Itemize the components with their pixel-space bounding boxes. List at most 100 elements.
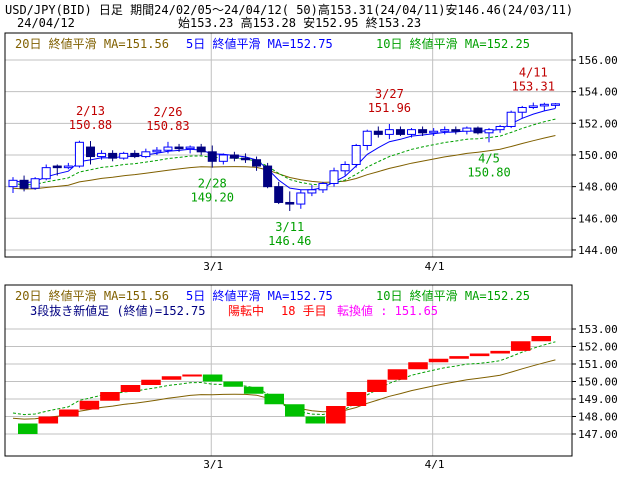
lower-y-tick-label: 150.00 bbox=[578, 376, 618, 389]
candle-body bbox=[130, 152, 140, 158]
lower-legend-item: 5日 終値平滑 MA=152.75 bbox=[186, 288, 333, 303]
candle-body bbox=[8, 179, 18, 188]
lower-legend-item: 20日 終値平滑 MA=151.56 bbox=[15, 288, 169, 303]
candle-body bbox=[506, 111, 516, 127]
candle-body bbox=[285, 201, 295, 205]
break-brick bbox=[38, 416, 59, 424]
break-brick bbox=[305, 416, 326, 424]
candle-body bbox=[263, 165, 273, 188]
break-brick bbox=[59, 409, 79, 417]
upper-legend: 20日 終値平滑 MA=151.56 5日 終値平滑 MA=152.75 10日 終… bbox=[15, 36, 530, 51]
lower-grid bbox=[5, 285, 572, 456]
candle-body bbox=[229, 154, 239, 159]
candle-body bbox=[52, 165, 62, 169]
annotation-date: 3/27 bbox=[375, 87, 404, 101]
candle-body bbox=[74, 141, 84, 167]
lower-ma20-line bbox=[12, 359, 556, 420]
candle-body bbox=[152, 149, 162, 153]
upper-legend-item: 10日 終値平滑 MA=152.25 bbox=[376, 36, 530, 51]
break-brick bbox=[428, 358, 449, 363]
annotation-date: 4/5 bbox=[478, 151, 500, 165]
candle-body bbox=[296, 192, 306, 205]
candlestick-panel: 20日 終値平滑 MA=151.56 5日 終値平滑 MA=152.75 10日 終… bbox=[4, 32, 618, 273]
candle-body bbox=[318, 182, 328, 191]
candle-body bbox=[484, 129, 494, 134]
lower-y-tick-label: 152.00 bbox=[578, 341, 618, 354]
candle-body bbox=[97, 152, 107, 158]
lower-x-tick-label: 3/1 bbox=[203, 458, 223, 471]
lower-legend-item: 10日 終値平滑 MA=152.25 bbox=[376, 288, 530, 303]
break-brick bbox=[79, 400, 100, 410]
candle-body bbox=[462, 127, 472, 132]
candle-body bbox=[362, 130, 372, 146]
lower-info-item: 3段抜き新値足 (終値)=152.75 bbox=[30, 303, 205, 318]
break-brick bbox=[469, 353, 490, 357]
candle-body bbox=[119, 152, 129, 159]
annotation-date: 2/13 bbox=[76, 104, 105, 118]
annotation-date: 4/11 bbox=[519, 66, 548, 80]
candle-body bbox=[329, 170, 339, 184]
candle-body bbox=[307, 189, 317, 194]
candle-body bbox=[19, 179, 29, 189]
candles bbox=[8, 102, 560, 212]
break-brick bbox=[408, 362, 428, 370]
candle-body bbox=[351, 144, 361, 165]
upper-x-tick-label: 4/1 bbox=[425, 260, 445, 273]
break-brick bbox=[223, 381, 243, 387]
lower-ma10-line bbox=[12, 341, 556, 416]
upper-y-tick-label: 150.00 bbox=[578, 149, 618, 162]
break-brick bbox=[141, 379, 161, 385]
lower-info-item: 18 手目 bbox=[281, 304, 327, 318]
break-brick bbox=[346, 392, 367, 406]
break-brick bbox=[387, 369, 408, 380]
annotation-value: 150.88 bbox=[69, 118, 112, 132]
upper-legend-item: 20日 終値平滑 MA=151.56 bbox=[15, 36, 169, 51]
upper-y-axis: 156.00 154.00 152.00 150.00 148.00 146.00 144.… bbox=[572, 54, 618, 257]
candle-body bbox=[141, 151, 151, 158]
lower-y-tick-label: 153.00 bbox=[578, 323, 618, 336]
candle-body bbox=[550, 103, 560, 106]
candle-body bbox=[196, 146, 206, 153]
candle-body bbox=[41, 167, 51, 180]
candle-body bbox=[85, 146, 95, 158]
break-brick bbox=[182, 374, 202, 377]
upper-y-tick-label: 152.00 bbox=[578, 117, 618, 130]
candle-body bbox=[108, 152, 118, 159]
lower-y-tick-label: 148.00 bbox=[578, 411, 618, 424]
candle-body bbox=[163, 146, 173, 151]
upper-y-tick-label: 156.00 bbox=[578, 54, 618, 67]
candle-body bbox=[517, 106, 527, 113]
break-brick bbox=[100, 392, 120, 401]
lower-x-axis: 3/1 4/1 bbox=[203, 458, 444, 471]
candle-body bbox=[440, 129, 450, 132]
annotation-value: 150.80 bbox=[467, 165, 510, 179]
lower-y-tick-label: 149.00 bbox=[578, 393, 618, 406]
candle-body bbox=[207, 151, 217, 162]
break-brick bbox=[18, 423, 38, 434]
candle-body bbox=[274, 186, 284, 203]
break-brick bbox=[326, 406, 346, 424]
candle-body bbox=[418, 129, 428, 134]
candle-body bbox=[539, 103, 549, 107]
upper-x-axis: 3/1 4/1 bbox=[203, 260, 444, 273]
lower-info-item: 転換値 : 151.65 bbox=[337, 303, 438, 318]
break-brick bbox=[449, 356, 469, 359]
candle-body bbox=[384, 129, 394, 135]
upper-y-tick-label: 148.00 bbox=[578, 181, 618, 194]
candle-body bbox=[407, 129, 417, 135]
header-date: 24/04/12 bbox=[17, 16, 75, 30]
upper-y-tick-label: 144.00 bbox=[578, 244, 618, 257]
annotation-value: 150.83 bbox=[146, 119, 189, 133]
three-line-break-panel: 20日 終値平滑 MA=151.56 5日 終値平滑 MA=152.75 10日 終… bbox=[4, 284, 618, 471]
candle-body bbox=[240, 157, 250, 161]
upper-y-tick-label: 154.00 bbox=[578, 86, 618, 99]
break-brick bbox=[202, 374, 223, 382]
candle-body bbox=[528, 105, 538, 108]
annotation-value: 146.46 bbox=[268, 234, 311, 248]
lower-moving-averages bbox=[12, 341, 556, 420]
lower-legend: 20日 終値平滑 MA=151.56 5日 終値平滑 MA=152.75 10日 終… bbox=[15, 288, 530, 303]
break-brick bbox=[490, 350, 510, 354]
lower-y-tick-label: 147.00 bbox=[578, 428, 618, 441]
